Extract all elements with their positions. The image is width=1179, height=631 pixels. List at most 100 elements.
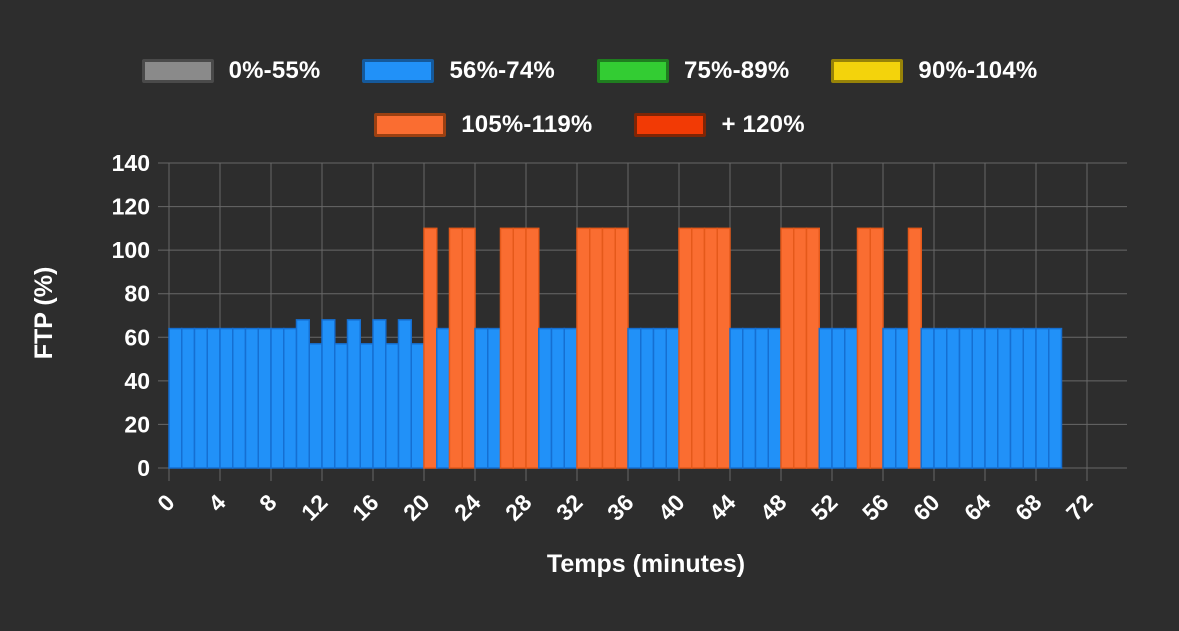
ftp-bar[interactable]	[882, 327, 897, 469]
ftp-bar[interactable]	[244, 327, 259, 469]
ftp-bar[interactable]	[831, 327, 846, 469]
ftp-bar[interactable]	[1035, 327, 1050, 469]
ftp-bar[interactable]	[805, 227, 820, 469]
ftp-bar[interactable]	[754, 327, 769, 469]
ftp-bar[interactable]	[946, 327, 961, 469]
ftp-bar[interactable]	[346, 319, 361, 469]
ftp-bar[interactable]	[818, 327, 833, 469]
x-tick-label: 4	[203, 489, 231, 517]
x-tick-labels: 0 4 8 12 16 20 24 28 32 36 40 44 48 52 56 60 64 68 72	[152, 489, 1097, 526]
ftp-bar[interactable]	[525, 227, 540, 469]
legend-swatch-icon	[831, 59, 904, 83]
ftp-bar[interactable]	[487, 327, 502, 469]
ftp-bar[interactable]	[729, 327, 744, 469]
ftp-bar[interactable]	[691, 227, 706, 469]
ftp-bar[interactable]	[767, 327, 782, 469]
legend-row: 0%-55% 56%-74% 75%-89% 90%-104%	[141, 57, 1038, 85]
ftp-bar[interactable]	[474, 327, 489, 469]
x-tick-label: 32	[551, 489, 587, 525]
ftp-bar[interactable]	[270, 327, 285, 469]
ftp-bar[interactable]	[742, 327, 757, 469]
ftp-bar[interactable]	[232, 327, 247, 469]
legend-item-105-119[interactable]: 105%-119%	[374, 111, 592, 139]
ftp-bar[interactable]	[844, 327, 859, 469]
ftp-bar[interactable]	[334, 343, 349, 469]
x-tick-label: 68	[1010, 489, 1047, 526]
ftp-bar[interactable]	[1022, 327, 1037, 469]
ftp-bar[interactable]	[448, 227, 463, 469]
ftp-bar[interactable]	[1009, 327, 1024, 469]
legend-label: 90%-104%	[918, 57, 1038, 84]
ftp-bar[interactable]	[512, 227, 527, 469]
ftp-bar[interactable]	[1048, 327, 1063, 469]
ftp-bar[interactable]	[640, 327, 655, 469]
x-tick-label: 20	[398, 489, 434, 525]
ftp-bar[interactable]	[538, 327, 553, 469]
legend-item-0-55[interactable]: 0%-55%	[141, 57, 321, 85]
legend-item-120[interactable]: + 120%	[634, 111, 805, 139]
legend-row: 105%-119% + 120%	[374, 111, 805, 139]
ftp-bar[interactable]	[933, 327, 948, 469]
ftp-bar[interactable]	[168, 327, 183, 469]
ftp-bar[interactable]	[678, 227, 693, 469]
ftp-bar[interactable]	[193, 327, 208, 469]
ftp-bar[interactable]	[614, 227, 629, 469]
legend-item-90-104[interactable]: 90%-104%	[831, 57, 1037, 85]
ftp-bar[interactable]	[436, 327, 451, 469]
ftp-bar[interactable]	[958, 327, 973, 469]
ftp-bar[interactable]	[984, 327, 999, 469]
ftp-bar[interactable]	[652, 327, 667, 469]
ftp-bar[interactable]	[793, 227, 808, 469]
ftp-bar[interactable]	[385, 343, 400, 469]
ftp-bar[interactable]	[308, 343, 323, 469]
ftp-bar[interactable]	[895, 327, 910, 469]
ftp-bar[interactable]	[321, 319, 336, 469]
ftp-bar[interactable]	[601, 227, 616, 469]
ftp-bar[interactable]	[372, 319, 387, 469]
ftp-bar[interactable]	[627, 327, 642, 469]
ftp-bar[interactable]	[716, 227, 731, 469]
workout-bars	[168, 227, 1063, 469]
x-tick-label: 60	[908, 489, 944, 525]
y-axis-title: FTP (%)	[30, 267, 58, 360]
ftp-bar[interactable]	[703, 227, 718, 469]
legend-label: + 120%	[721, 111, 805, 138]
ftp-bar[interactable]	[665, 327, 680, 469]
ftp-bar[interactable]	[907, 227, 922, 469]
legend-item-56-74[interactable]: 56%-74%	[362, 57, 555, 85]
ftp-bar[interactable]	[181, 327, 196, 469]
ftp-bar[interactable]	[257, 327, 272, 469]
ftp-bar[interactable]	[359, 343, 374, 469]
x-tick-label: 44	[704, 489, 741, 526]
ftp-bar[interactable]	[397, 319, 412, 469]
y-tick-label: 140	[112, 150, 150, 176]
y-tick-label: 60	[124, 324, 150, 350]
x-tick-label: 40	[653, 489, 689, 525]
x-tick-label: 16	[347, 489, 383, 525]
ftp-bar[interactable]	[461, 227, 476, 469]
ftp-bar[interactable]	[856, 227, 871, 469]
ftp-bar[interactable]	[410, 343, 425, 469]
ftp-bar[interactable]	[971, 327, 986, 469]
ftp-bar[interactable]	[219, 327, 234, 469]
x-tick-label: 24	[449, 489, 486, 526]
ftp-bar[interactable]	[869, 227, 884, 469]
ftp-bar[interactable]	[499, 227, 514, 469]
ftp-bar[interactable]	[997, 327, 1012, 469]
ftp-bar[interactable]	[423, 227, 438, 469]
legend-item-75-89[interactable]: 75%-89%	[596, 57, 790, 85]
legend-label: 75%-89%	[683, 57, 790, 84]
y-tick-label: 80	[124, 281, 150, 307]
x-tick-label: 52	[806, 489, 842, 525]
ftp-bar[interactable]	[563, 327, 578, 469]
ftp-bar[interactable]	[283, 327, 298, 469]
ftp-bar[interactable]	[206, 327, 221, 469]
ftp-bar[interactable]	[780, 227, 795, 469]
y-tick-labels: 0 20 40 60 80 100 120 140	[112, 150, 150, 481]
ftp-bar[interactable]	[576, 227, 591, 469]
legend-swatch-icon	[362, 59, 435, 83]
ftp-bar[interactable]	[920, 327, 935, 469]
ftp-bar[interactable]	[589, 227, 604, 469]
ftp-bar[interactable]	[550, 327, 565, 469]
ftp-bar[interactable]	[295, 319, 310, 469]
